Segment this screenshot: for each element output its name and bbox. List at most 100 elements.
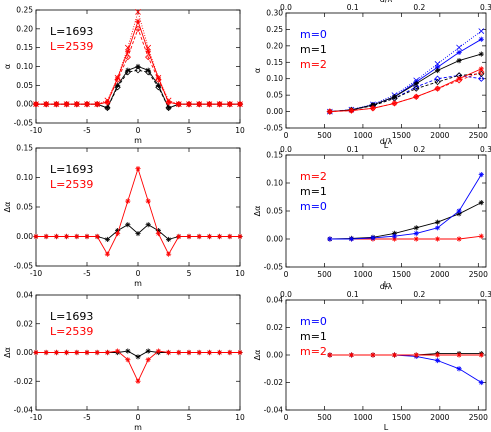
data-point — [478, 51, 484, 57]
panel-middle-left: -10 -5 0 5 10 -0.05 0.00 0.05 0.10 0.15 m Δα L=1693 L… — [3, 144, 245, 289]
y-tick-label: 0.00 — [16, 232, 33, 241]
data-point — [104, 349, 110, 356]
top-axis-label: d/λ — [380, 0, 393, 4]
x-tick-label: 10 — [235, 126, 245, 135]
x-tick-label: -5 — [83, 126, 91, 135]
data-point — [155, 348, 161, 354]
series-line — [329, 202, 482, 240]
data-point — [227, 349, 233, 356]
data-point — [216, 101, 223, 108]
series-line — [329, 71, 482, 113]
data-point — [186, 233, 192, 240]
data-point — [145, 44, 152, 51]
data-point — [135, 378, 141, 384]
data-point — [348, 107, 355, 114]
y-tick-label: -0.02 — [14, 377, 34, 386]
x-axis-label: L — [384, 423, 389, 432]
data-point — [84, 233, 90, 240]
data-point — [206, 349, 212, 356]
y-axis-label: Δα — [253, 350, 262, 361]
data-point — [196, 349, 202, 356]
legend-entry: m=0 — [300, 28, 327, 41]
x-tick-label: 0 — [284, 270, 289, 279]
data-point — [391, 233, 398, 239]
y-axis-label: α — [3, 64, 12, 69]
data-point — [125, 348, 131, 354]
data-point — [413, 83, 420, 91]
data-point — [478, 28, 485, 34]
legend-entry: L=1693 — [50, 163, 93, 176]
data-point — [434, 61, 441, 67]
data-point — [196, 101, 203, 108]
y-tick-label: 0.10 — [266, 74, 283, 83]
data-point — [145, 68, 152, 76]
y-axis-label: Δα — [3, 202, 12, 213]
data-point — [370, 235, 376, 241]
data-point — [456, 49, 462, 56]
x-tick-label: 500 — [317, 270, 332, 279]
panel-top-left: -10 -5 0 5 10 -0.05 0.00 0.05 0.10 0.15 0.20 0.25 m α… — [3, 6, 245, 146]
data-point — [114, 76, 121, 83]
data-point — [434, 352, 441, 358]
y-axis-label: α — [253, 68, 262, 73]
data-point — [413, 230, 419, 236]
y-tick-label: -0.04 — [14, 406, 34, 415]
data-point — [32, 101, 40, 108]
data-point — [226, 101, 233, 108]
data-point — [196, 233, 202, 240]
data-point — [236, 101, 244, 108]
data-point — [74, 233, 80, 240]
data-point — [43, 349, 49, 356]
panel-middle-right: 0 500 1000 1500 2000 2500 -0.05 0.00 0.05 0.10 0.1… — [253, 137, 491, 289]
data-point — [63, 101, 70, 108]
data-point — [125, 222, 131, 228]
data-point — [134, 67, 142, 74]
data-point — [135, 166, 141, 172]
data-point — [124, 44, 131, 51]
series-line — [329, 174, 482, 240]
data-point — [166, 236, 172, 243]
legend-entry: L=2539 — [50, 178, 93, 191]
data-point — [104, 251, 110, 257]
data-point — [33, 349, 39, 356]
data-point — [369, 105, 377, 112]
top-tick-label: 0.1 — [347, 3, 359, 12]
data-point — [391, 100, 398, 107]
y-tick-label: 0.10 — [266, 179, 283, 188]
data-point — [434, 67, 441, 74]
data-point — [434, 219, 441, 225]
data-point — [478, 66, 484, 72]
data-point — [175, 101, 182, 108]
data-point — [94, 233, 100, 240]
top-tick-label: 0.2 — [413, 145, 425, 154]
data-point — [125, 67, 131, 73]
legend-entry: m=0 — [300, 315, 327, 328]
x-tick-label: 1500 — [392, 270, 411, 279]
data-point — [43, 233, 49, 240]
legend-entry: m=1 — [300, 43, 327, 56]
y-tick-label: 0.02 — [266, 323, 283, 332]
data-point — [166, 251, 172, 257]
data-point — [165, 99, 172, 106]
data-point — [434, 236, 441, 242]
y-tick-label: 0.25 — [16, 6, 33, 15]
top-tick-label: 0.1 — [347, 145, 359, 154]
data-point — [413, 85, 420, 92]
data-point — [206, 101, 213, 108]
top-tick-label: 0.3 — [480, 145, 491, 154]
data-point — [84, 349, 90, 356]
x-tick-label: 1000 — [353, 270, 372, 279]
data-point — [413, 81, 419, 87]
data-point — [83, 101, 91, 108]
x-tick-label: 1000 — [353, 413, 372, 422]
data-point — [94, 349, 100, 356]
data-point — [145, 198, 151, 204]
data-point — [327, 352, 333, 358]
y-tick-label: 0.10 — [16, 173, 33, 182]
data-point — [53, 101, 60, 108]
data-point — [115, 348, 121, 354]
x-tick-label: -10 — [30, 413, 42, 422]
y-tick-label: -0.05 — [14, 262, 34, 271]
x-tick-label: 0 — [136, 126, 141, 135]
data-point — [124, 53, 131, 61]
